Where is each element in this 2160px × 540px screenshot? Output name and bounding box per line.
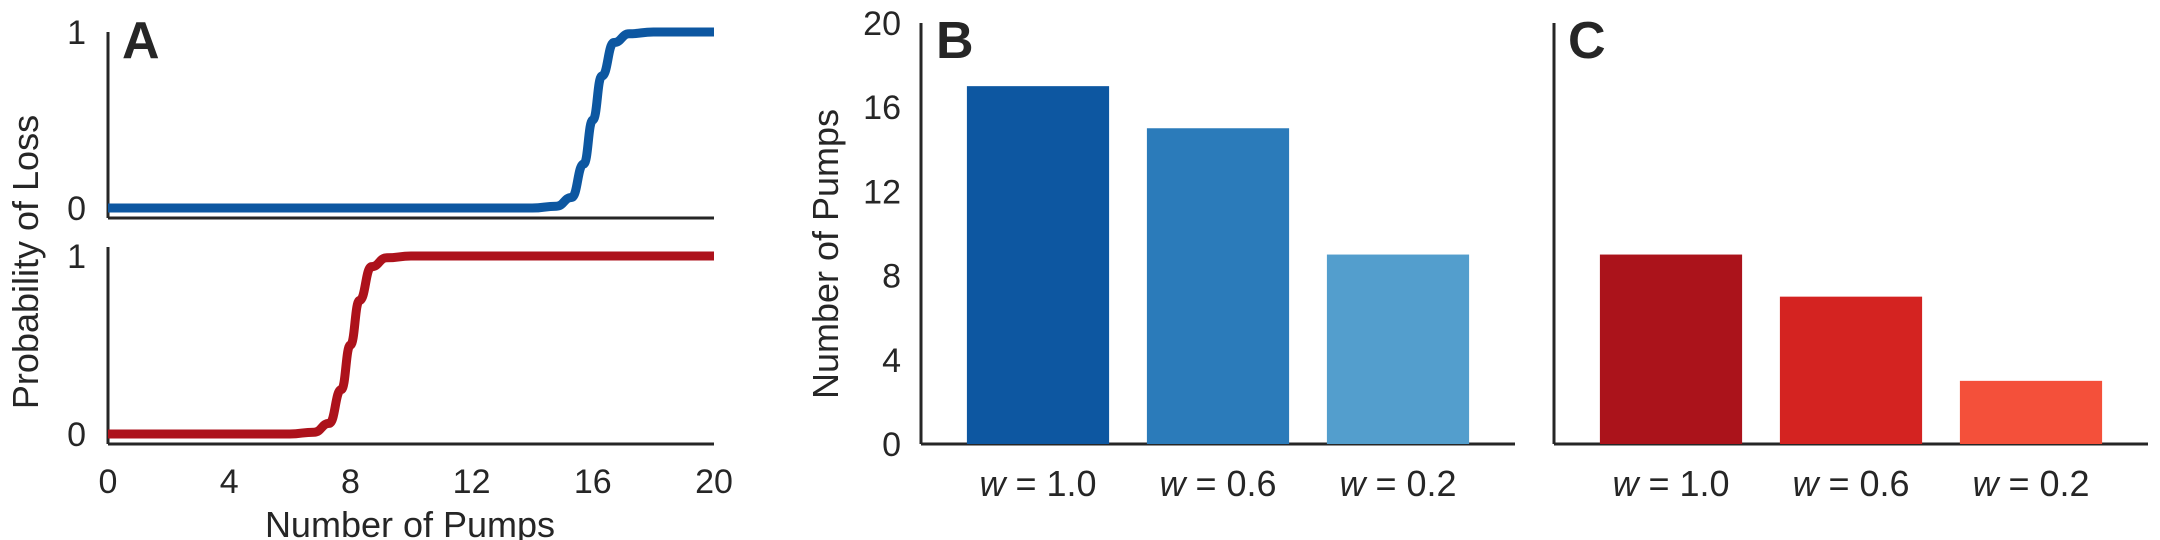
x-tick-label: 8 (341, 463, 360, 501)
panel-a: A 01 01 0 4 8 12 16 20 Number of Pumps Probab… (5, 12, 733, 540)
category-label: w = 0.6 (1792, 463, 1909, 504)
panel-a-y-axis-label: Probability of Loss (5, 115, 46, 409)
y-tick-label: 4 (882, 342, 901, 380)
bar (1959, 380, 2103, 444)
y-tick-label: 20 (863, 5, 901, 43)
series-line (107, 27, 714, 213)
panel-b: Number of Pumps 0 4 8 12 16 20 w = 1.0 w = 0.6 w… (805, 5, 1515, 504)
x-tick-label: 16 (574, 463, 612, 501)
y-tick-label: 1 (67, 14, 86, 52)
panel-c-plot: w = 1.0 w = 0.6 w = 0.2 (1552, 23, 2148, 504)
category-label: w = 0.2 (1972, 463, 2089, 504)
panel-letter-c: C (1568, 12, 1606, 70)
category-label: w = 0.6 (1159, 463, 1276, 504)
panel-a-x-ticks: 0 4 8 12 16 20 (99, 463, 733, 501)
panel-a-bottom-plot: 01 (67, 238, 714, 454)
panel-b-plot: 0 4 8 12 16 20 w = 1.0 w = 0.6 w = 0.2 (863, 5, 1515, 504)
bar (1599, 254, 1743, 444)
category-label: w = 1.0 (1612, 463, 1729, 504)
y-tick-label: 1 (67, 238, 86, 276)
panel-a-top-plot: 01 (67, 14, 714, 228)
y-tick-label: 0 (67, 416, 86, 454)
x-tick-label: 4 (220, 463, 239, 501)
bar (966, 86, 1110, 445)
x-tick-label: 12 (453, 463, 491, 501)
x-tick-label: 20 (695, 463, 733, 501)
y-tick-label: 8 (882, 258, 901, 296)
y-tick-label: 0 (67, 190, 86, 228)
panel-letter-b: B (936, 12, 974, 70)
y-tick-label: 12 (863, 173, 901, 211)
bar (1326, 254, 1470, 444)
category-label: w = 0.2 (1339, 463, 1456, 504)
bar (1779, 296, 1923, 444)
category-label: w = 1.0 (979, 463, 1096, 504)
y-tick-label: 0 (882, 426, 901, 464)
bar (1146, 128, 1290, 444)
x-tick-label: 0 (99, 463, 118, 501)
series-line (108, 251, 714, 439)
y-tick-label: 16 (863, 89, 901, 127)
panel-b-y-axis-label: Number of Pumps (805, 109, 846, 399)
panel-c: w = 1.0 w = 0.6 w = 0.2 C (1552, 12, 2148, 504)
panel-letter-a: A (122, 12, 160, 70)
panel-a-x-axis-label: Number of Pumps (265, 504, 555, 540)
